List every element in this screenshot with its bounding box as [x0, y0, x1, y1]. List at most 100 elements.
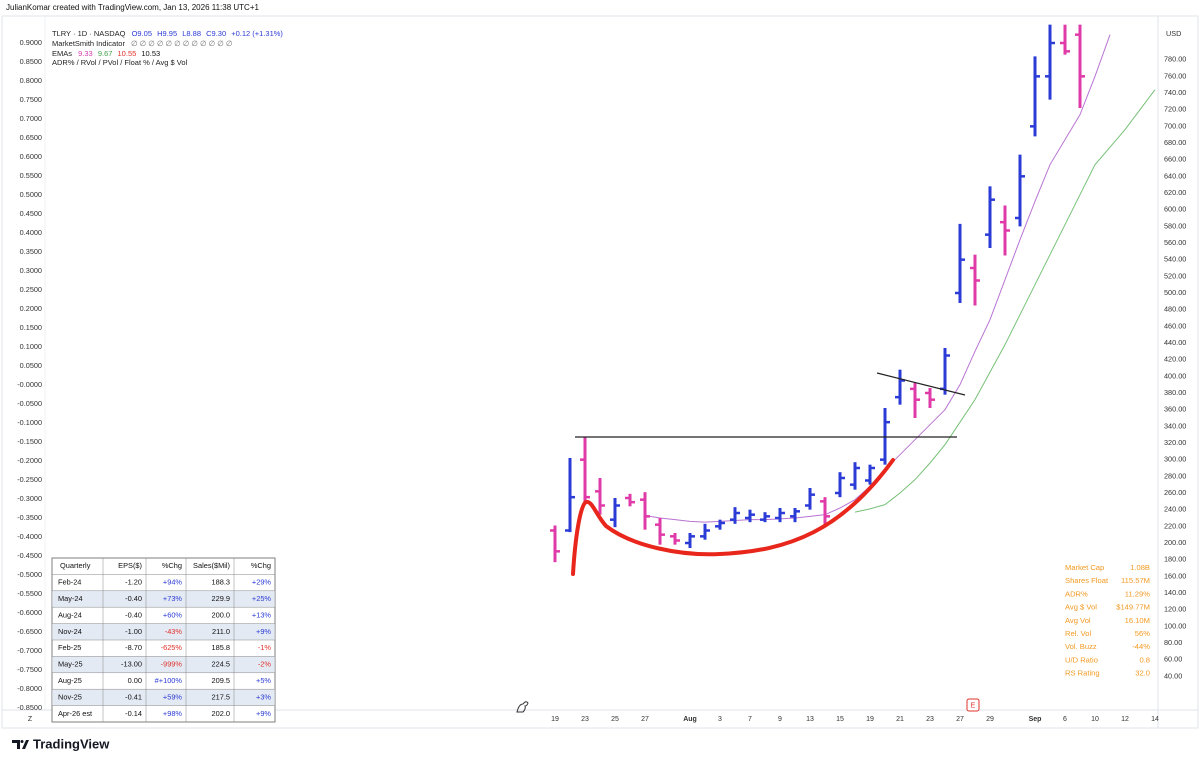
y2-tick-label: 0.6000 [20, 152, 42, 161]
table-cell: +25% [252, 594, 272, 603]
stat-label: ADR% [1065, 589, 1088, 598]
y-tick-label: 140.00 [1164, 588, 1186, 597]
stat-value: -44% [1132, 642, 1150, 651]
ema-value: 9.33 [78, 49, 93, 58]
x-tick-label: 19 [866, 716, 874, 723]
y-tick-label: 40.00 [1164, 671, 1182, 680]
table-cell: #+100% [155, 676, 183, 685]
dino-icon [516, 701, 529, 713]
y-tick-label: 460.00 [1164, 321, 1186, 330]
y-tick-label: 380.00 [1164, 388, 1186, 397]
indicator-values: ∅ ∅ ∅ ∅ ∅ ∅ ∅ ∅ ∅ ∅ ∅ ∅ [131, 39, 232, 48]
y-tick-label: 80.00 [1164, 638, 1182, 647]
y2-tick-label: 0.8500 [20, 57, 42, 66]
y-tick-label: 580.00 [1164, 221, 1186, 230]
quarterly-table: Quarterly EPS($) %Chg Sales($Mil) %Chg Feb-24… [51, 557, 276, 723]
table-cell: -625% [161, 643, 183, 652]
timezone-button[interactable]: Z [28, 716, 33, 723]
table-cell: +60% [163, 610, 183, 619]
table-cell: 200.0 [212, 610, 231, 619]
y2-tick-label: 0.6500 [20, 133, 42, 142]
ema-value: 10.53 [141, 49, 160, 58]
table-header: Sales($Mil) [193, 561, 230, 570]
y2-tick-label: 0.8000 [20, 76, 42, 85]
ema-line [854, 89, 1156, 513]
y2-tick-label: -0.0000 [17, 380, 42, 389]
y-tick-label: 180.00 [1164, 555, 1186, 564]
x-tick-label: Sep [1029, 716, 1042, 723]
ohlc-high: H9.95 [157, 29, 177, 38]
currency-label: USD [1166, 29, 1181, 38]
x-tick-label: 6 [1063, 716, 1067, 723]
table-cell: +94% [163, 578, 183, 587]
indicator-legend: MarketSmith Indicator ∅ ∅ ∅ ∅ ∅ ∅ ∅ ∅ ∅ … [52, 39, 232, 48]
table-cell: -1% [258, 643, 272, 652]
y-tick-label: 680.00 [1164, 138, 1186, 147]
y-tick-label: 480.00 [1164, 305, 1186, 314]
x-tick-label: 27 [956, 716, 964, 723]
table-cell: -0.40 [125, 594, 142, 603]
x-tick-label: 7 [748, 716, 752, 723]
stat-label: Market Cap [1065, 563, 1104, 572]
y-tick-label: 740.00 [1164, 88, 1186, 97]
trend-line [876, 372, 966, 396]
table-cell: +5% [256, 676, 271, 685]
y-tick-label: 780.00 [1164, 55, 1186, 64]
table-cell: Aug-25 [58, 676, 82, 685]
stat-label: Avg $ Vol [1065, 603, 1097, 612]
stat-value: 11.29% [1125, 589, 1150, 598]
y-tick-label: 640.00 [1164, 171, 1186, 180]
table-cell: -43% [165, 627, 183, 636]
table-cell: Nov-25 [58, 692, 82, 701]
y2-tick-label: -0.3000 [17, 494, 42, 503]
earnings-marker: E [971, 702, 976, 709]
table-row-shade [52, 623, 275, 640]
stat-value: 1.08B [1130, 563, 1150, 572]
ohlc-low: L8.88 [182, 29, 201, 38]
symbol-legend: TLRY · 1D · NASDAQ O9.05 H9.95 L8.88 C9.… [52, 29, 283, 38]
stat-value: $149.77M [1116, 603, 1150, 612]
x-tick-label: Aug [683, 716, 697, 723]
earnings-marker-box[interactable] [966, 698, 980, 712]
table-cell: 229.9 [212, 594, 231, 603]
table-cell: 217.5 [212, 692, 231, 701]
y2-tick-label: -0.7000 [17, 646, 42, 655]
table-cell: Feb-24 [58, 578, 81, 587]
y-tick-label: 340.00 [1164, 421, 1186, 430]
x-tick-label: 25 [611, 716, 619, 723]
stat-label: Rel. Vol [1065, 629, 1091, 638]
table-cell: May-25 [58, 660, 83, 669]
ema-label: EMAs [52, 49, 72, 58]
table-cell: Feb-25 [58, 643, 81, 652]
table-cell: Aug-24 [58, 610, 82, 619]
y-tick-label: 420.00 [1164, 355, 1186, 364]
y2-tick-label: 0.2000 [20, 304, 42, 313]
y-tick-label: 300.00 [1164, 455, 1186, 464]
table-cell: +73% [163, 594, 183, 603]
x-tick-label: 15 [836, 716, 844, 723]
table-cell: 211.0 [212, 627, 230, 636]
stat-value: 32.0 [1135, 669, 1150, 678]
y2-tick-label: -0.4000 [17, 532, 42, 541]
y-tick-label: 360.00 [1164, 405, 1186, 414]
table-cell: 224.5 [212, 660, 231, 669]
y-tick-label: 260.00 [1164, 488, 1186, 497]
ema-value: 10.55 [118, 49, 137, 58]
y-tick-label: 200.00 [1164, 538, 1186, 547]
stat-value: 16.10M [1125, 616, 1150, 625]
y-tick-label: 160.00 [1164, 571, 1186, 580]
x-tick-label: 23 [581, 716, 589, 723]
y2-tick-label: 0.9000 [20, 38, 42, 47]
y-tick-label: 120.00 [1164, 605, 1186, 614]
y2-tick-label: -0.8000 [17, 684, 42, 693]
table-cell: 0.00 [128, 676, 142, 685]
y2-tick-label: 0.4000 [20, 228, 42, 237]
table-header: Quarterly [60, 561, 91, 570]
y-tick-label: 520.00 [1164, 271, 1186, 280]
y2-tick-label: -0.6000 [17, 608, 42, 617]
ema-value: 9.67 [98, 49, 113, 58]
table-cell: -1.20 [125, 578, 142, 587]
table-cell: -0.40 [125, 610, 142, 619]
table-cell: 202.0 [212, 709, 231, 718]
table-cell: -0.14 [125, 709, 142, 718]
